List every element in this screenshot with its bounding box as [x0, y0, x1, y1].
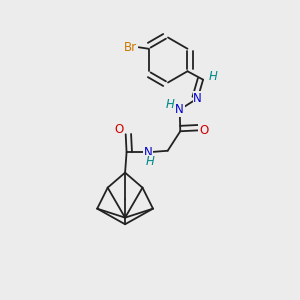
Text: O: O [199, 124, 208, 137]
Text: Br: Br [124, 41, 137, 54]
Text: N: N [144, 146, 153, 159]
Text: H: H [146, 155, 155, 168]
Text: N: N [175, 103, 184, 116]
Text: O: O [115, 123, 124, 136]
Text: N: N [193, 92, 202, 105]
Text: H: H [166, 98, 175, 111]
Text: H: H [209, 70, 218, 83]
